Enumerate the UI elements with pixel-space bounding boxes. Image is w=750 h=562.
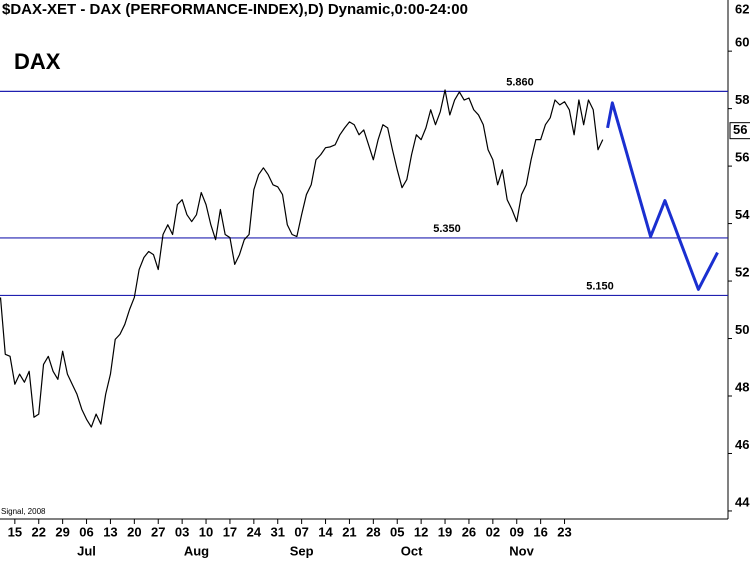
month-label: Jul (77, 543, 96, 558)
y-tick-label: 62 (735, 1, 749, 16)
x-tick-label: 03 (175, 524, 189, 539)
month-label: Aug (184, 543, 209, 558)
y-tick-label: 44 (735, 494, 750, 509)
price-line (606, 101, 719, 291)
level-label: 5.860 (506, 76, 534, 88)
x-tick-label: 27 (151, 524, 165, 539)
x-tick-label: 26 (462, 524, 476, 539)
month-label: Oct (401, 543, 423, 558)
last-value-label: 56 (733, 122, 747, 137)
y-tick-label: 56 (735, 150, 749, 165)
y-tick-label: 54 (735, 207, 750, 222)
x-tick-label: 13 (103, 524, 117, 539)
level-label: 5.350 (433, 223, 461, 235)
x-tick-label: 19 (438, 524, 452, 539)
x-tick-label: 07 (294, 524, 308, 539)
x-tick-label: 09 (510, 524, 524, 539)
x-tick-label: 10 (199, 524, 213, 539)
last-value-box (729, 122, 750, 140)
y-tick-label: 50 (735, 322, 749, 337)
x-tick-label: 16 (533, 524, 547, 539)
y-tick-label: 48 (735, 379, 749, 394)
x-tick-label: 12 (414, 524, 428, 539)
month-label: Nov (509, 543, 534, 558)
credit: Signal, 2008 (1, 507, 46, 516)
price-line (0, 89, 604, 428)
x-tick-label: 22 (32, 524, 46, 539)
y-tick-label: 58 (735, 92, 749, 107)
y-tick-label: 60 (735, 35, 749, 50)
x-tick-label: 17 (223, 524, 237, 539)
x-tick-label: 05 (390, 524, 404, 539)
x-tick-label: 14 (318, 524, 333, 539)
chart-title: $DAX-XET - DAX (PERFORMANCE-INDEX),D) Dy… (2, 1, 468, 18)
symbol: DAX (14, 49, 61, 74)
x-tick-label: 23 (557, 524, 571, 539)
x-tick-label: 28 (366, 524, 380, 539)
x-tick-label: 29 (55, 524, 69, 539)
month-label: Sep (290, 543, 314, 558)
x-tick-label: 31 (271, 524, 285, 539)
y-tick-label: 52 (735, 264, 749, 279)
level-label: 5.150 (586, 280, 614, 292)
x-tick-label: 24 (247, 524, 262, 539)
x-tick-label: 20 (127, 524, 141, 539)
y-tick-label: 46 (735, 437, 749, 452)
x-tick-label: 02 (486, 524, 500, 539)
x-tick-label: 15 (8, 524, 22, 539)
x-tick-label: 06 (79, 524, 93, 539)
x-tick-label: 21 (342, 524, 356, 539)
